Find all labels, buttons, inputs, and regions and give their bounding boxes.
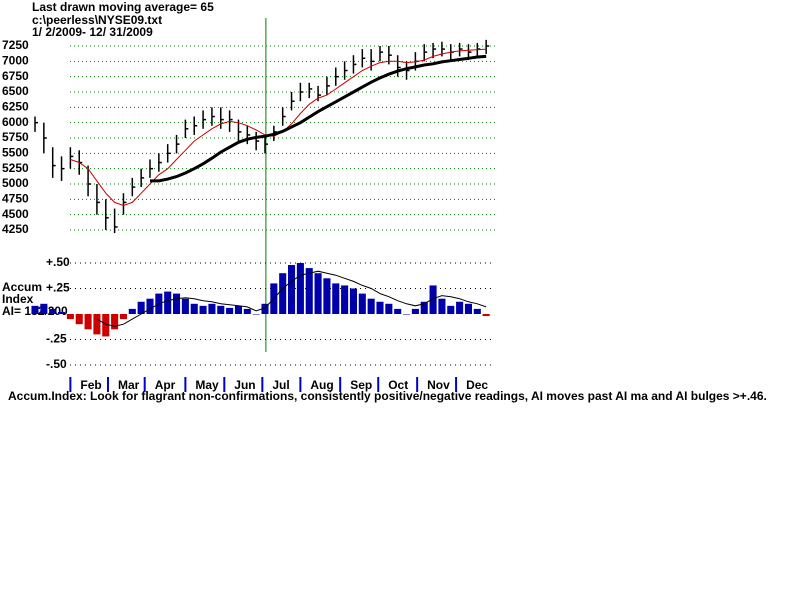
ai-bar — [190, 303, 198, 314]
ai-bar — [358, 293, 366, 314]
ai-bar — [226, 307, 234, 314]
ai-bar — [349, 288, 357, 314]
x-tick-label: Feb — [80, 378, 101, 392]
ai-bar — [367, 298, 375, 314]
x-tick-label: Nov — [427, 378, 450, 392]
ai-bar — [305, 268, 313, 314]
ai-bar — [66, 314, 74, 320]
date-range: 1/ 2/2009- 12/ 31/2009 — [32, 25, 153, 39]
ai-bar — [164, 291, 172, 314]
ai-bar — [288, 265, 296, 314]
x-tick-label: Mar — [118, 378, 140, 392]
y-tick-label: 7250 — [2, 38, 29, 52]
ai-bar — [429, 285, 437, 314]
y-tick-label: 5250 — [2, 161, 29, 175]
ai-bar — [75, 314, 83, 325]
y-tick-label: 6500 — [2, 84, 29, 98]
ai-bar — [332, 283, 340, 314]
chart-title: Last drawn moving average= 65 — [32, 0, 214, 14]
y-tick-label: 4750 — [2, 192, 29, 206]
ai-bar — [482, 314, 490, 317]
ai-bar — [217, 305, 225, 314]
y-tick-label: -.50 — [46, 357, 67, 371]
y-tick-label: 5750 — [2, 130, 29, 144]
ai-bar — [181, 298, 189, 314]
ai-bar — [49, 308, 57, 314]
y-tick-label: 7000 — [2, 54, 29, 68]
y-tick-label: 5500 — [2, 146, 29, 160]
moving-average — [96, 270, 487, 327]
ai-bar — [58, 311, 66, 314]
y-axis-label: Index — [2, 292, 34, 306]
ai-bar — [420, 301, 428, 314]
ai-bar — [411, 308, 419, 314]
ai-bar — [128, 308, 136, 314]
ai-bar — [279, 273, 287, 314]
x-tick-label: Sep — [350, 378, 372, 392]
ai-bar — [93, 314, 101, 335]
ai-bar — [438, 298, 446, 314]
x-tick-label: Dec — [466, 378, 488, 392]
x-tick-label: May — [195, 378, 219, 392]
y-tick-label: 6000 — [2, 115, 29, 129]
y-axis-label: Accum — [2, 280, 42, 294]
ai-bar — [341, 285, 349, 314]
ai-bar — [208, 303, 216, 314]
ai-bar — [40, 303, 48, 314]
y-tick-label: 6750 — [2, 69, 29, 83]
ai-bar — [119, 314, 127, 320]
ai-bar — [296, 263, 304, 314]
ai-bar — [323, 278, 331, 314]
x-tick-label: Jun — [234, 378, 255, 392]
ai-bar — [464, 303, 472, 314]
y-tick-label: +.50 — [46, 255, 70, 269]
ai-bar — [84, 314, 92, 330]
ai-bar — [102, 314, 110, 337]
x-tick-label: Aug — [310, 378, 333, 392]
y-tick-label: -.25 — [46, 332, 67, 346]
ai-bar — [111, 314, 119, 330]
ai-bar — [199, 305, 207, 314]
ai-bar — [252, 314, 260, 315]
ai-bar — [394, 308, 402, 314]
chart-subtitle: c:\peerless\NYSE09.txt — [32, 13, 162, 27]
ai-bar — [31, 305, 39, 314]
y-tick-label: 4500 — [2, 207, 29, 221]
ai-bar — [376, 301, 384, 314]
ai-bar — [314, 273, 322, 314]
y-tick-label: +.25 — [46, 281, 70, 295]
ai-bar — [261, 303, 269, 314]
footer-note: Accum.Index: Look for flagrant non-confi… — [8, 389, 767, 403]
moving-average — [150, 54, 487, 183]
ai-bar — [173, 293, 181, 314]
ai-bar — [456, 301, 464, 314]
ai-bar — [243, 308, 251, 314]
y-tick-label: 5000 — [2, 176, 29, 190]
x-tick-label: Oct — [388, 378, 408, 392]
ai-bar — [385, 303, 393, 314]
ai-bar — [137, 301, 145, 314]
ai-bar — [403, 314, 411, 315]
ai-bar — [234, 305, 242, 314]
y-tick-label: 6250 — [2, 100, 29, 114]
x-tick-label: Jul — [272, 378, 289, 392]
ai-bar — [447, 305, 455, 314]
x-tick-label: Apr — [155, 378, 176, 392]
ai-bar — [473, 308, 481, 314]
y-tick-label: 4250 — [2, 222, 29, 236]
ai-bar — [146, 298, 154, 314]
